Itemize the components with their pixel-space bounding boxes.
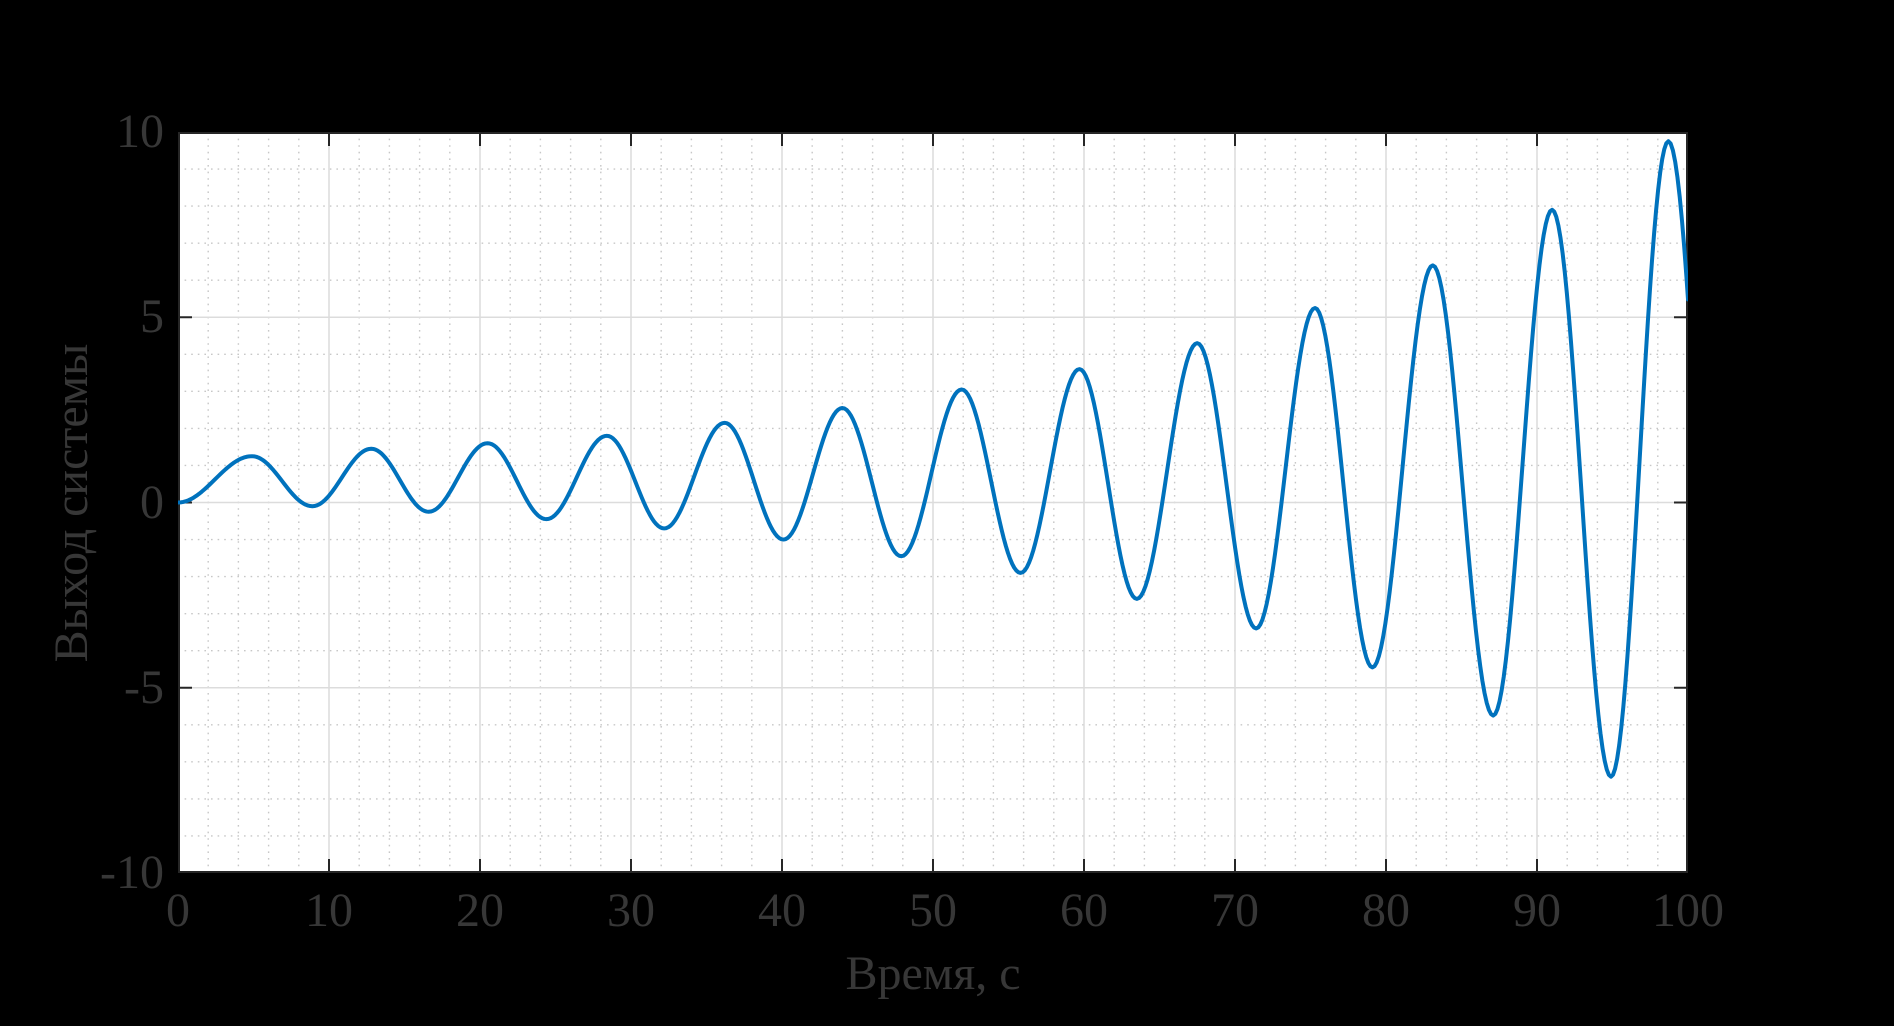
y-tick-label: -10 [100,846,164,899]
plot-area [178,132,1688,873]
series-line [178,139,1688,779]
chart-svg [178,132,1688,873]
y-tick-label: -5 [124,660,164,714]
x-tick-label: 10 [305,884,353,937]
major-gridlines [178,132,1688,873]
x-tick-label: 90 [1513,884,1561,937]
y-tick-label: 10 [116,105,164,158]
x-tick-label: 0 [166,884,190,937]
axis-tick-marks [178,132,1688,873]
x-tick-label: 30 [607,884,655,937]
x-tick-label: 100 [1652,884,1724,937]
y-tick-label: 5 [140,290,164,344]
x-tick-label: 70 [1211,884,1259,937]
x-tick-label: 60 [1060,884,1108,937]
x-tick-label: 50 [909,884,957,937]
x-tick-label: 40 [758,884,806,937]
x-axis-label: Время, с [845,947,1021,1000]
y-axis-label: Выход системы [45,343,98,663]
y-tick-label: 0 [140,475,164,529]
x-tick-label: 20 [456,884,504,937]
x-tick-label: 80 [1362,884,1410,937]
